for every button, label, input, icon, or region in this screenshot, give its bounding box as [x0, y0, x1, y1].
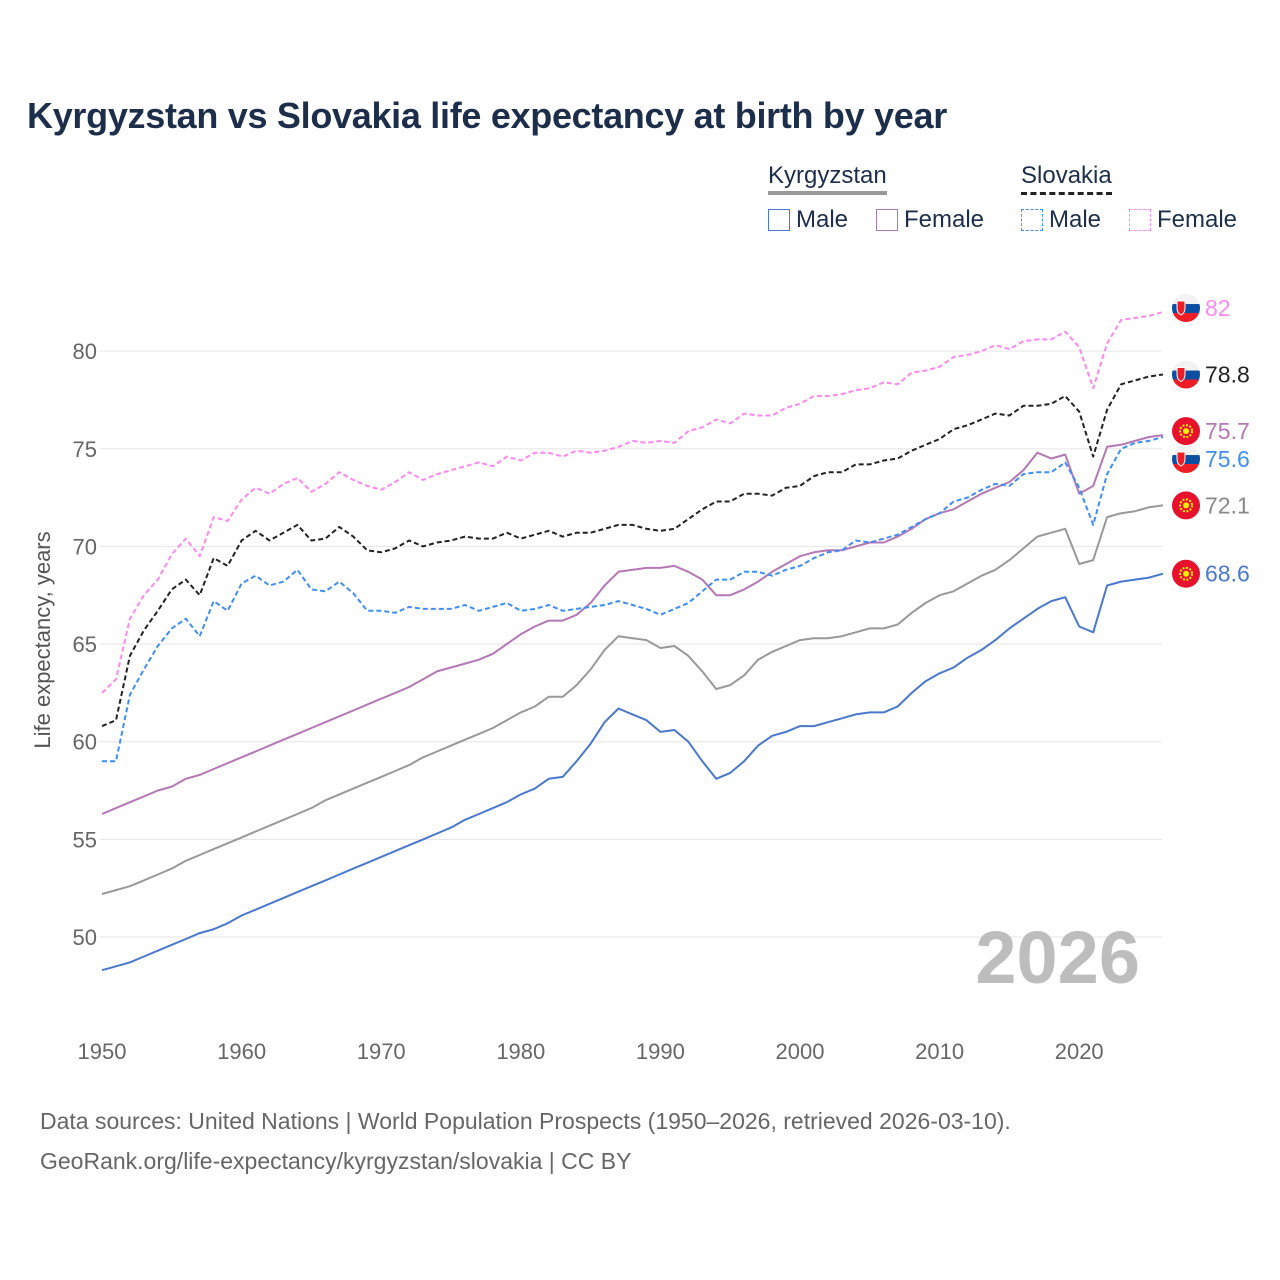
end-value-label: 78.8	[1205, 362, 1250, 388]
x-tick-label: 1950	[78, 1039, 127, 1064]
chart-title: Kyrgyzstan vs Slovakia life expectancy a…	[27, 95, 947, 136]
y-tick-label: 70	[73, 534, 97, 559]
series-slovakia-female	[101, 311, 1164, 694]
series-kyrgyzstan	[101, 504, 1164, 895]
legend-swatch	[876, 209, 898, 231]
source-line-1: Data sources: United Nations | World Pop…	[40, 1108, 1011, 1134]
legend-label: Male	[796, 206, 849, 233]
x-tick-label: 1970	[357, 1039, 406, 1064]
series-slovakia-male	[102, 436, 1164, 763]
legend-label: Female	[1157, 206, 1238, 233]
end-value-label: 68.6	[1205, 561, 1250, 587]
x-tick-label: 2000	[776, 1039, 825, 1064]
y-tick-label: 60	[73, 730, 97, 755]
legend-swatch	[1129, 209, 1151, 231]
year-watermark: 2026	[975, 916, 1140, 999]
legend-label: Female	[904, 206, 985, 233]
legend-slovakia-label: Slovakia	[1021, 162, 1112, 189]
kyrgyzstan-flag-icon	[1172, 491, 1200, 520]
x-tick-label: 2020	[1055, 1039, 1104, 1064]
legend-kyrgyzstan-line	[768, 191, 887, 195]
series-kyrgyzstan-female	[101, 434, 1164, 815]
y-tick-label: 75	[73, 437, 97, 462]
x-tick-label: 1990	[636, 1039, 685, 1064]
legend-kyrgyzstan-label: Kyrgyzstan	[768, 162, 887, 189]
end-value-label: 82	[1205, 295, 1231, 321]
legend-swatch	[768, 209, 790, 231]
y-tick-label: 50	[73, 925, 97, 950]
kyrgyzstan-flag-icon	[1172, 559, 1200, 588]
x-tick-label: 2010	[915, 1039, 964, 1064]
y-tick-label: 65	[73, 632, 97, 657]
y-axis-label: Life expectancy, years	[30, 531, 55, 748]
y-tick-label: 55	[73, 827, 97, 852]
slovakia-flag-icon	[1172, 294, 1200, 323]
legend-swatch	[1021, 209, 1043, 231]
series-kyrgyzstan-male	[101, 572, 1164, 972]
end-value-label: 72.1	[1205, 492, 1250, 518]
legend-slovakia-male[interactable]: Male	[1021, 206, 1101, 234]
end-value-label: 75.6	[1205, 446, 1250, 472]
legend-kyrgyzstan-female[interactable]: Female	[876, 206, 984, 234]
legend-slovakia-female[interactable]: Female	[1129, 206, 1237, 234]
source-line-2[interactable]: GeoRank.org/life-expectancy/kyrgyzstan/s…	[40, 1148, 632, 1174]
slovakia-flag-icon	[1172, 445, 1200, 474]
legend-label: Male	[1049, 206, 1102, 233]
legend-slovakia-line	[1021, 192, 1112, 195]
end-value-label: 75.7	[1205, 418, 1250, 444]
x-tick-label: 1960	[217, 1039, 266, 1064]
legend-kyrgyzstan-heading[interactable]: Kyrgyzstan	[768, 162, 887, 195]
x-tick-label: 1980	[496, 1039, 545, 1064]
legend-kyrgyzstan-male[interactable]: Male	[768, 206, 848, 234]
kyrgyzstan-flag-icon	[1172, 417, 1200, 446]
series-slovakia	[101, 373, 1164, 728]
slovakia-flag-icon	[1172, 360, 1200, 389]
legend-slovakia-heading[interactable]: Slovakia	[1021, 162, 1112, 195]
y-tick-label: 80	[73, 339, 97, 364]
